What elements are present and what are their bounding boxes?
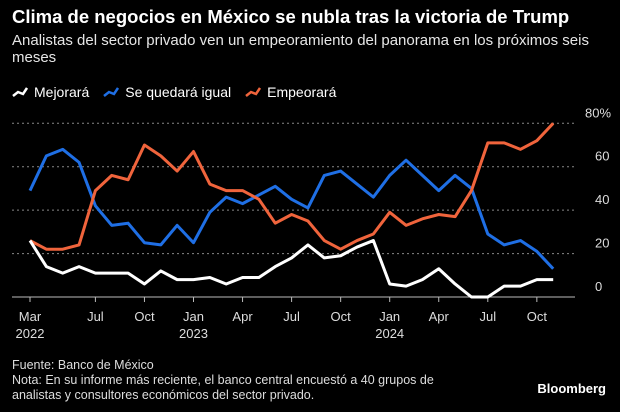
chart-title: Clima de negocios en México se nubla tra… — [12, 6, 570, 27]
note-text: analistas y consultores económicos del s… — [12, 388, 315, 402]
series-line-igual — [28, 147, 555, 270]
legend-label: Mejorará — [34, 84, 90, 100]
series-line-mejorara — [28, 239, 554, 299]
legend-line-icon — [103, 87, 120, 97]
x-tick-label: Jul — [283, 309, 300, 324]
note-text: Nota: En su informe más reciente, el ban… — [12, 373, 434, 387]
series-line-empeorara — [29, 122, 555, 251]
x-tick-label: Jan — [379, 309, 400, 324]
y-tick-label: 20 — [595, 236, 609, 251]
legend-line-icon — [12, 87, 28, 97]
legend-line-icon — [245, 87, 262, 97]
footer: Fuente: Banco de México Nota: En su info… — [12, 358, 434, 403]
legend-label: Se quedará igual — [125, 84, 232, 100]
x-tick-label: Oct — [527, 309, 548, 324]
x-tick-label: Jul — [479, 309, 496, 324]
y-tick-label: 0 — [595, 279, 602, 294]
x-tick-label: Jan — [183, 309, 204, 324]
legend-item-mejorara: Mejorará — [12, 84, 89, 100]
x-tick-label: Oct — [134, 309, 155, 324]
chart-subtitle: Analistas del sector privado ven un empe… — [12, 32, 589, 66]
x-tick-year-label: 2023 — [179, 326, 208, 341]
x-tick-label: Mar — [19, 309, 42, 324]
y-tick-label: 60 — [595, 149, 609, 164]
x-tick-label: Apr — [429, 309, 450, 324]
legend-item-igual: Se quedará igual — [103, 84, 231, 100]
legend-label: Empeorará — [267, 84, 337, 100]
x-tick-label: Jul — [87, 309, 104, 324]
bloomberg-logo: Bloomberg — [537, 381, 606, 396]
x-tick-year-label: 2024 — [375, 326, 404, 341]
y-tick-label: 40 — [595, 192, 609, 207]
legend: Mejorará Se quedará igual Empeorará — [12, 84, 336, 100]
y-tick-label: 80% — [585, 105, 611, 120]
legend-item-empeorara: Empeorará — [245, 84, 336, 100]
source-text: Fuente: Banco de México — [12, 358, 154, 372]
x-tick-label: Oct — [331, 309, 352, 324]
x-tick-year-label: 2022 — [16, 326, 45, 341]
x-tick-label: Apr — [232, 309, 253, 324]
